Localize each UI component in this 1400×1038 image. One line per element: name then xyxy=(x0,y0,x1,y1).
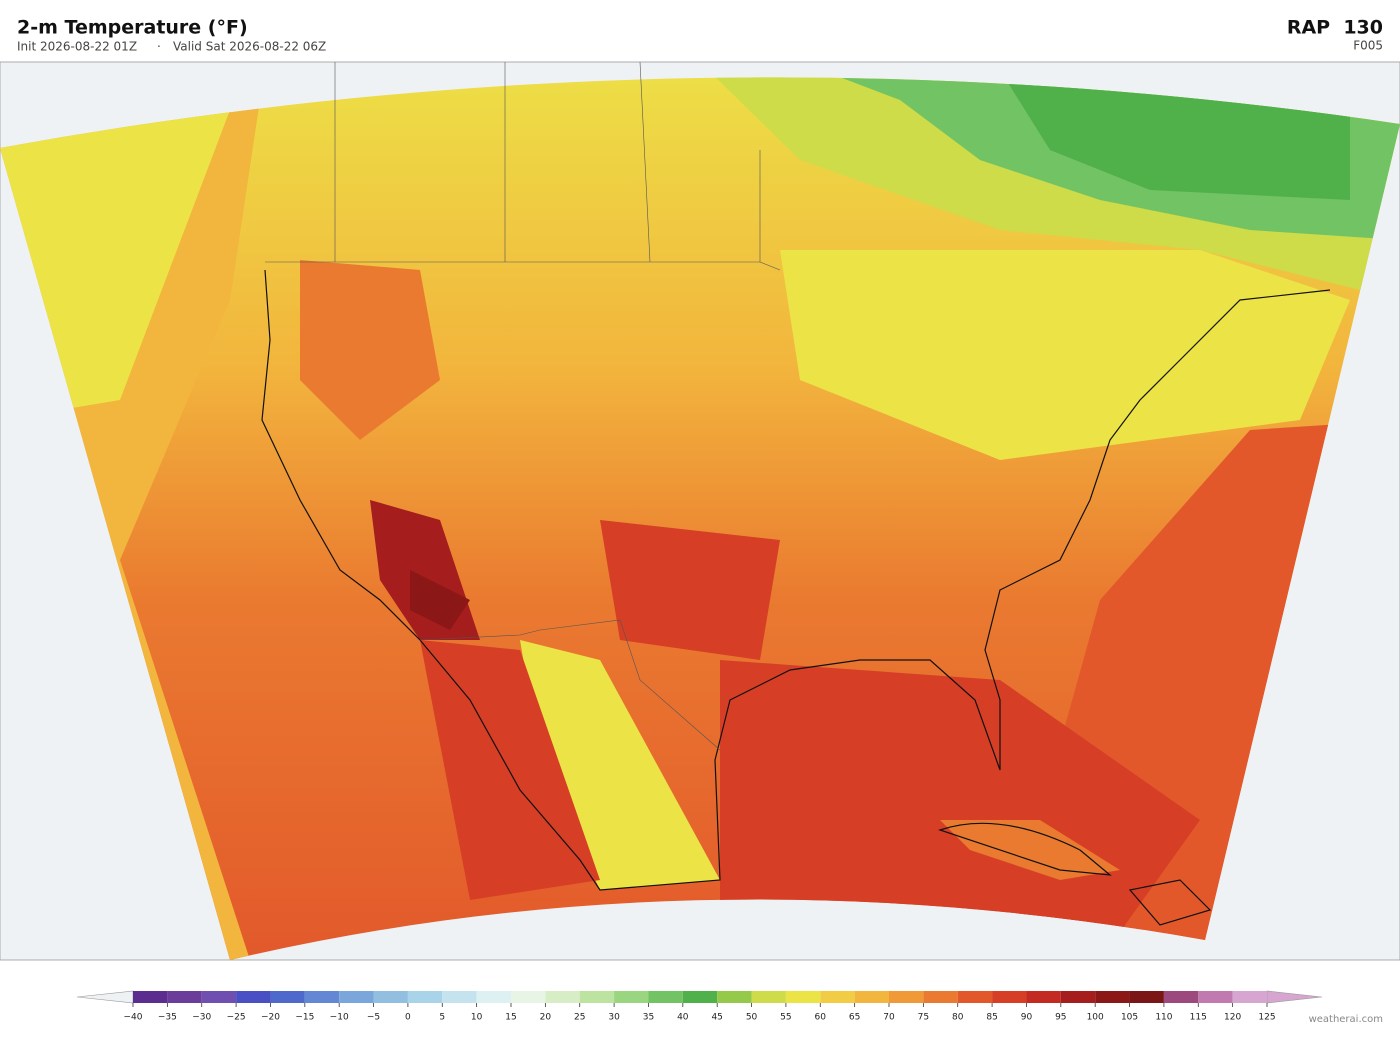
colorbar-tick-label: 95 xyxy=(1055,1013,1066,1023)
colorbar-extend-high xyxy=(1266,990,1323,1004)
colorbar-swatch xyxy=(682,991,718,1003)
colorbar-swatch xyxy=(785,991,821,1003)
borders xyxy=(265,61,781,751)
colorbar-tick-label: 85 xyxy=(986,1013,997,1023)
colorbar: −40 −35 −30 −25 −20 −15 −10 −5 0 5 10 15 20 25 30 35 40 4… xyxy=(76,990,1323,1023)
colorbar-swatch xyxy=(579,991,615,1003)
colorbar-swatch xyxy=(167,991,202,1003)
colorbar-tick-label: 70 xyxy=(883,1013,895,1023)
colorbar-swatch xyxy=(304,991,340,1003)
colorbar-swatch xyxy=(373,991,408,1003)
colorbar-swatch xyxy=(717,991,752,1003)
colorbar-swatch xyxy=(270,991,305,1003)
coastlines xyxy=(261,269,1331,926)
init-time: Init 2026-08-22 01Z xyxy=(17,40,137,54)
colorbar-tick-label: 40 xyxy=(677,1013,689,1023)
colorbar-swatch xyxy=(236,991,271,1003)
map xyxy=(0,61,1400,961)
colorbar-tick-label: 75 xyxy=(918,1013,929,1023)
colorbar-tick-label: 65 xyxy=(849,1013,860,1023)
colorbar-swatch xyxy=(1163,991,1199,1003)
colorbar-tick-label: −35 xyxy=(158,1013,177,1023)
watermark: weatherai.com xyxy=(1309,1014,1383,1025)
colorbar-tick-label: −30 xyxy=(192,1013,211,1023)
colorbar-swatch xyxy=(751,991,786,1003)
colorbar-tick-label: −10 xyxy=(330,1013,349,1023)
colorbar-tick-label: 0 xyxy=(405,1013,411,1023)
colorbar-swatch xyxy=(923,991,958,1003)
colorbar-swatch xyxy=(1198,991,1233,1003)
colorbar-swatch xyxy=(1095,991,1130,1003)
colorbar-extend-low xyxy=(76,990,134,1004)
separator: · xyxy=(157,40,161,54)
colorbar-tick-label: 115 xyxy=(1190,1013,1207,1023)
colorbar-swatch xyxy=(614,991,649,1003)
colorbar-tick-label: 50 xyxy=(746,1013,758,1023)
colorbar-swatch xyxy=(511,991,546,1003)
colorbar-swatch xyxy=(854,991,889,1003)
colorbar-tick-label: −5 xyxy=(367,1013,380,1023)
colorbar-tick-label: 80 xyxy=(952,1013,964,1023)
colorbar-tick-label: 5 xyxy=(439,1013,445,1023)
title: 2-m Temperature (°F) xyxy=(17,17,248,39)
colorbar-swatch xyxy=(133,991,168,1003)
colorbar-tick-label: 100 xyxy=(1087,1013,1104,1023)
colorbar-tick-label: 105 xyxy=(1121,1013,1138,1023)
colorbar-tick-label: 110 xyxy=(1155,1013,1172,1023)
colorbar-swatch xyxy=(1026,991,1061,1003)
valid-time: Valid Sat 2026-08-22 06Z xyxy=(173,40,326,54)
colorbar-swatch xyxy=(1232,991,1267,1003)
colorbar-tick-label: 60 xyxy=(815,1013,827,1023)
colorbar-tick-label: 120 xyxy=(1224,1013,1241,1023)
colorbar-tick-label: 10 xyxy=(471,1013,483,1023)
colorbar-swatch xyxy=(407,991,443,1003)
colorbar-tick-label: 90 xyxy=(1021,1013,1033,1023)
colorbar-swatch xyxy=(476,991,511,1003)
colorbar-tick-label: 20 xyxy=(540,1013,552,1023)
colorbar-swatch xyxy=(992,991,1027,1003)
colorbar-tick-label: 30 xyxy=(608,1013,620,1023)
colorbar-swatch xyxy=(339,991,374,1003)
colorbar-tick-label: −15 xyxy=(295,1013,314,1023)
colorbar-swatch xyxy=(889,991,924,1003)
colorbar-swatch xyxy=(201,991,237,1003)
model: RAP 130 xyxy=(1287,17,1383,39)
colorbar-swatch xyxy=(957,991,993,1003)
colorbar-tick-label: 45 xyxy=(711,1013,722,1023)
forecast-hour: F005 xyxy=(1353,39,1383,53)
colorbar-swatch xyxy=(648,991,683,1003)
colorbar-swatch xyxy=(545,991,580,1003)
colorbar-tick-label: 55 xyxy=(780,1013,791,1023)
colorbar-tick-label: −20 xyxy=(261,1013,280,1023)
colorbar-tick-label: −25 xyxy=(227,1013,246,1023)
colorbar-swatch xyxy=(442,991,477,1003)
colorbar-swatch xyxy=(1129,991,1164,1003)
colorbar-tick-label: 25 xyxy=(574,1013,585,1023)
colorbar-tick-label: 15 xyxy=(505,1013,516,1023)
colorbar-swatch xyxy=(820,991,855,1003)
colorbar-swatch xyxy=(1060,991,1096,1003)
colorbar-tick-label: −40 xyxy=(124,1013,143,1023)
temperature-field xyxy=(0,77,1400,960)
colorbar-tick-label: 35 xyxy=(643,1013,654,1023)
colorbar-tick-label: 125 xyxy=(1258,1013,1275,1023)
